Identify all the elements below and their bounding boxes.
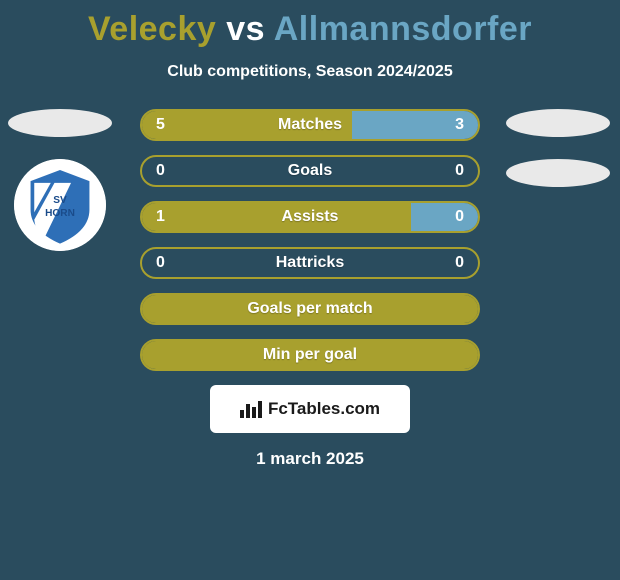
stat-label: Matches: [142, 116, 478, 134]
stat-row: 53Matches: [140, 109, 480, 141]
left-badge-column: SV HORN: [8, 109, 112, 251]
title-player1: Velecky: [88, 10, 216, 48]
stat-row: 00Hattricks: [140, 247, 480, 279]
player1-placeholder-ellipse: [8, 109, 112, 137]
attribution-box: FcTables.com: [210, 385, 410, 433]
stat-label: Goals: [142, 162, 478, 180]
club-badge-icon: SV HORN: [14, 159, 106, 251]
stat-row: Goals per match: [140, 293, 480, 325]
stat-label: Assists: [142, 208, 478, 226]
comparison-content: SV HORN 53Matches 00Goals 10Assists 00Hattr…: [0, 109, 620, 371]
stat-label: Min per goal: [142, 346, 478, 364]
stat-label: Hattricks: [142, 254, 478, 272]
right-badge-column: [506, 109, 610, 209]
page-title: Velecky vs Allmannsdorfer: [0, 0, 620, 49]
date-text: 1 march 2025: [0, 449, 620, 469]
club-badge-sv-horn: SV HORN: [14, 159, 106, 251]
attribution-text: FcTables.com: [268, 399, 380, 419]
svg-text:HORN: HORN: [45, 208, 75, 219]
stat-bars: 53Matches 00Goals 10Assists 00Hattricks Goal…: [140, 109, 480, 371]
stat-label: Goals per match: [142, 300, 478, 318]
svg-text:SV: SV: [53, 195, 67, 206]
title-player2: Allmannsdorfer: [274, 10, 532, 48]
stat-row: 00Goals: [140, 155, 480, 187]
subtitle: Club competitions, Season 2024/2025: [0, 63, 620, 81]
club2-placeholder-ellipse: [506, 159, 610, 187]
stat-row: 10Assists: [140, 201, 480, 233]
chart-icon: [240, 400, 262, 418]
title-vs: vs: [226, 10, 265, 48]
stat-row: Min per goal: [140, 339, 480, 371]
player2-placeholder-ellipse: [506, 109, 610, 137]
